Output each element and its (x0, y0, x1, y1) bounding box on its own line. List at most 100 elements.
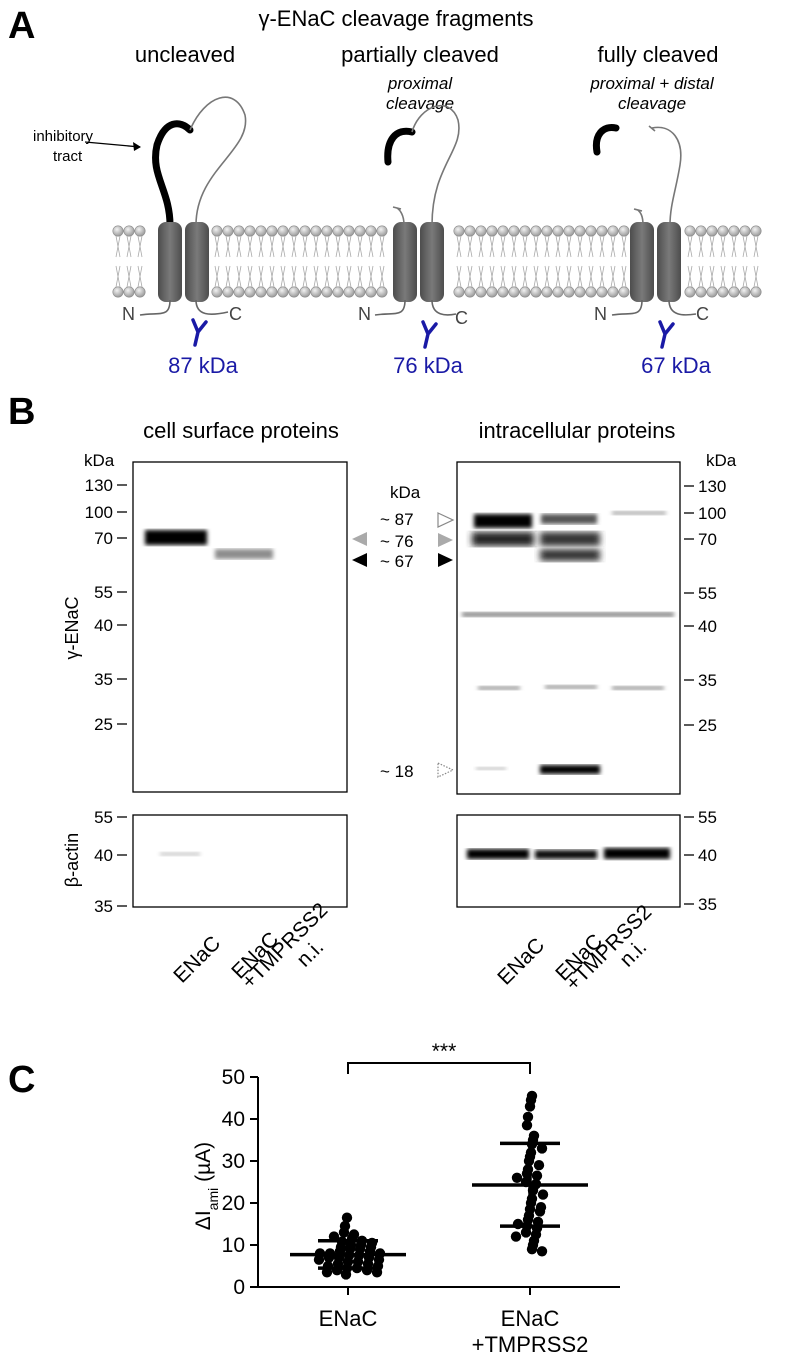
state-label-partial: partially cleaved (341, 42, 499, 67)
ladder-label: 40 (94, 846, 113, 865)
right-ladder: 130 100 70 55 40 35 25 (684, 477, 726, 735)
data-point (313, 1254, 325, 1265)
lipid-head (717, 286, 729, 298)
lipid-head (706, 286, 718, 298)
arrow-head-icon (133, 142, 141, 151)
lipid-tail (544, 265, 550, 288)
lipid-head (255, 225, 267, 237)
lipid-tail (511, 265, 517, 288)
channel-full (592, 123, 697, 316)
ladder-label: 40 (698, 617, 717, 636)
lipid-head (266, 286, 278, 298)
lipid-tail (357, 235, 363, 258)
lipid-head (299, 286, 311, 298)
beta-actin-ylabel: β-actin (62, 833, 82, 887)
lipid-head (706, 225, 718, 237)
lipid-tail (588, 235, 594, 258)
lipid-head (508, 225, 520, 237)
lipid-head (255, 286, 267, 298)
lipid-tail (533, 265, 539, 288)
chart-ylabel: ΔIami (µA) (192, 1142, 221, 1230)
lipid-tail (698, 265, 704, 288)
lipid-tail (313, 235, 319, 258)
lane-left-enac: ENaC (169, 932, 225, 988)
band-ic-actin-1 (467, 849, 529, 859)
lipid-tail (357, 265, 363, 288)
lipid-tail (247, 265, 253, 288)
triangle-left-black-icon (352, 553, 367, 567)
lipid-head (563, 286, 575, 298)
c-terminus-1: C (229, 304, 242, 324)
lipid-tail (346, 235, 352, 258)
band-ic-actin-2 (535, 850, 597, 859)
left-kda-label: kDa (84, 451, 115, 470)
lipid-tail (291, 265, 297, 288)
lipid-head (750, 225, 762, 237)
lipid-tail (500, 265, 506, 288)
n-terminus-3: N (594, 304, 607, 324)
state-label-uncleaved: uncleaved (135, 42, 235, 67)
lipid-head (134, 286, 146, 298)
c-terminus-2: C (455, 308, 468, 328)
band-ic-nonspecific-32c (612, 686, 664, 690)
lipid-tail (489, 235, 495, 258)
lipid-head (453, 286, 465, 298)
lipid-tail (214, 235, 220, 258)
lipid-tail (313, 265, 319, 288)
lipid-tail (258, 235, 264, 258)
lipid-tail (126, 235, 132, 258)
inhibitory-tract-icon (152, 120, 194, 229)
n-terminus-2: N (358, 304, 371, 324)
lipid-head (266, 225, 278, 237)
glycan-icon (421, 320, 438, 349)
lipid-head (343, 286, 355, 298)
lipid-tail (236, 265, 242, 288)
lipid-head (497, 286, 509, 298)
right-blot-title: intracellular proteins (479, 418, 676, 443)
lipid-tail (280, 235, 286, 258)
band-ic-tmp-76 (540, 532, 600, 546)
y-tick-label: 30 (222, 1150, 245, 1173)
ylabel-unit: (µA) (192, 1142, 215, 1188)
lipid-head (717, 225, 729, 237)
panel-b-letter: B (8, 391, 35, 433)
triangle-right-grey-icon (438, 533, 453, 547)
ladder-label: 130 (85, 476, 113, 495)
glycan-icon (191, 318, 208, 347)
data-point (524, 1101, 536, 1112)
lipid-tail (115, 235, 121, 258)
lipid-head (530, 286, 542, 298)
lipid-tail (555, 235, 561, 258)
significance-label: *** (432, 1040, 457, 1063)
intracellular-actin-blot (456, 814, 681, 908)
ladder-label: 100 (698, 504, 726, 523)
fragment-76-label: ~ 76 (380, 532, 414, 551)
fragment-87-label: ~ 87 (380, 510, 414, 529)
data-point (537, 1189, 549, 1200)
scatter-chart: 0 10 20 30 40 50 (222, 1066, 620, 1299)
lipid-head (508, 286, 520, 298)
lipid-head (541, 286, 553, 298)
lipid-tail (742, 235, 748, 258)
lipid-tail (511, 235, 517, 258)
lipid-tail (368, 265, 374, 288)
mw-partial: 76 kDa (393, 353, 463, 378)
lipid-head (596, 286, 608, 298)
lipid-head (552, 286, 564, 298)
lipid-head (497, 225, 509, 237)
lipid-head (585, 225, 597, 237)
band-ic-enac-76 (472, 532, 534, 546)
data-point (520, 1227, 532, 1238)
c-terminus-3: C (696, 304, 709, 324)
inhibitory-tract-icon (592, 123, 620, 156)
band-ic-ni-100 (612, 511, 666, 515)
lipid-head (486, 286, 498, 298)
lipid-tail (335, 235, 341, 258)
lipid-head (574, 286, 586, 298)
triangle-left-grey-icon (352, 532, 367, 546)
inhibitory-arrow-icon (84, 141, 141, 148)
significance-bracket (347, 1062, 531, 1074)
ladder-label: 55 (94, 583, 113, 602)
ladder-label: 100 (85, 503, 113, 522)
mw-uncleaved: 87 kDa (168, 353, 238, 378)
